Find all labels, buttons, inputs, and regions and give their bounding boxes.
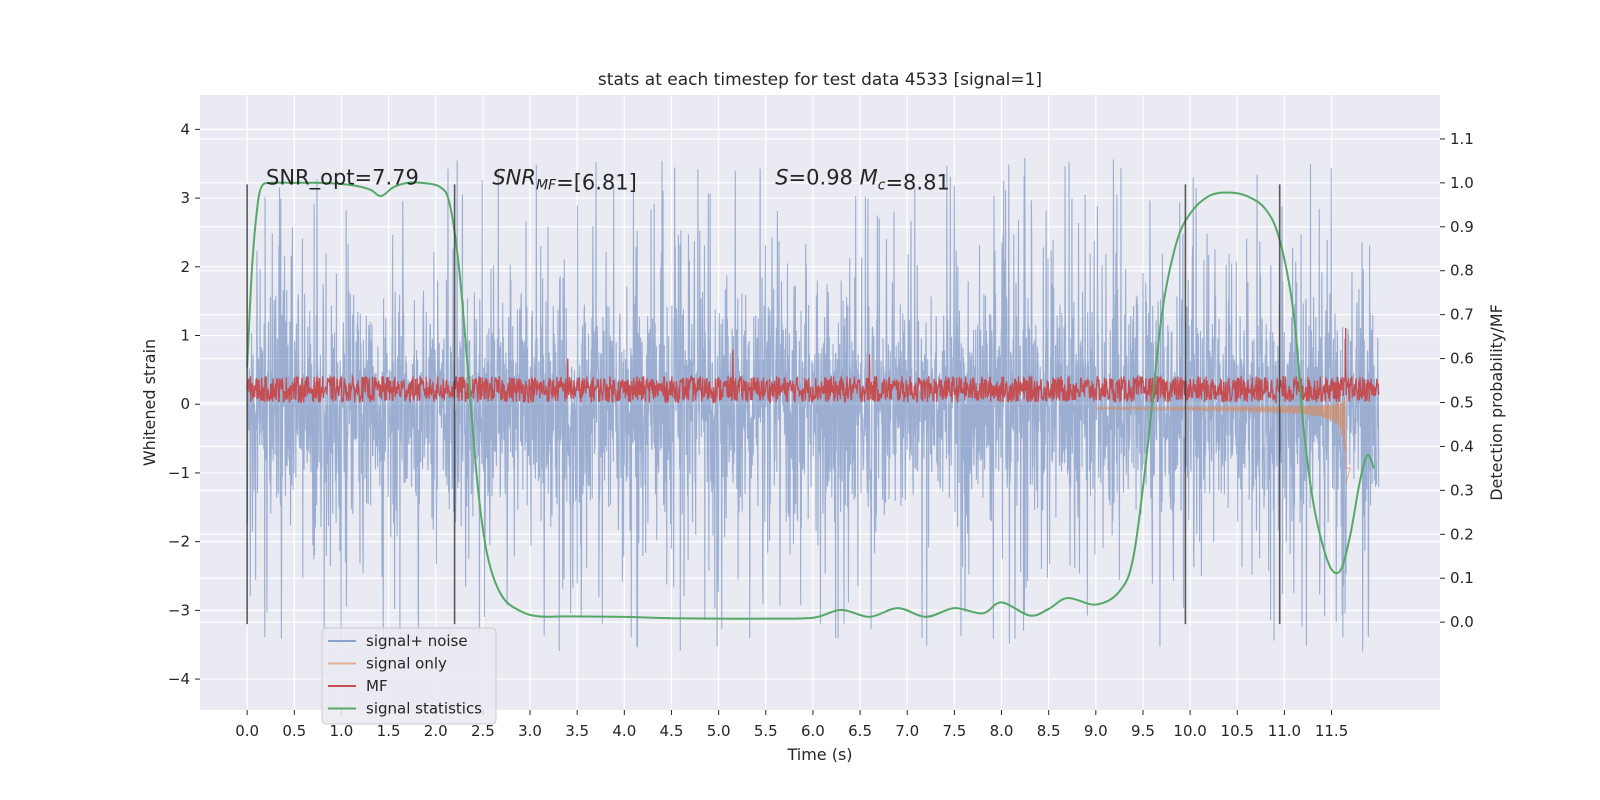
x-tick-label: 2.0 [424, 722, 448, 740]
y-tick-label: 1 [180, 327, 190, 345]
y2-tick-label: 0.6 [1450, 350, 1474, 368]
annotation-text: S=0.98 Mc=8.81 [775, 165, 950, 194]
legend: signal+ noise signal only MF signal statist… [321, 627, 497, 725]
y-tick-label: 3 [180, 189, 190, 207]
x-tick-label: 10.0 [1173, 722, 1206, 740]
y2-tick-label: 0.9 [1450, 218, 1474, 236]
y-tick-label: −3 [168, 601, 190, 619]
y2-tick-label: 0.0 [1450, 613, 1474, 631]
x-tick-label: 5.5 [754, 722, 778, 740]
legend-label: MF [366, 677, 388, 695]
legend-label: signal+ noise [366, 632, 468, 650]
x-tick-label: 11.0 [1268, 722, 1301, 740]
y2-tick-label: 1.1 [1450, 130, 1474, 148]
y2-tick-label: 0.1 [1450, 569, 1474, 587]
y2-tick-label: 0.3 [1450, 481, 1474, 499]
x-tick-label: 9.5 [1131, 722, 1155, 740]
x-tick-label: 9.0 [1084, 722, 1108, 740]
y2-tick-label: 0.5 [1450, 394, 1474, 412]
annotations: SNR_opt=7.79 SNRMF=[6.81] S=0.98 Mc=8.81 [266, 165, 950, 194]
x-tick-label: 7.5 [942, 722, 966, 740]
y-tick-label: −2 [168, 533, 190, 551]
axes: 0.0 0.5 1.0 1.5 2.0 2.5 3.0 3.5 4.0 4.5 5.0 5.5 6.0 6… [168, 120, 1474, 740]
y2-axis-label: Detection probability/MF [1487, 304, 1506, 501]
chart-title: stats at each timestep for test data 453… [598, 70, 1042, 90]
y2-tick-label: 0.7 [1450, 306, 1474, 324]
event-markers [246, 184, 1281, 625]
y-tick-label: −4 [168, 670, 190, 688]
y2-tick-label: 0.2 [1450, 525, 1474, 543]
x-tick-label: 11.5 [1315, 722, 1348, 740]
x-tick-label: 6.0 [801, 722, 825, 740]
legend-label: signal only [366, 655, 447, 673]
y2-tick-label: 1.0 [1450, 174, 1474, 192]
x-tick-label: 10.5 [1221, 722, 1254, 740]
annotation-text: SNRMF=[6.81] [492, 165, 637, 194]
x-tick-label: 4.5 [660, 722, 684, 740]
x-tick-label: 8.5 [1037, 722, 1061, 740]
x-tick-label: 2.5 [471, 722, 495, 740]
y2-tick-label: 0.8 [1450, 262, 1474, 280]
x-tick-label: 8.0 [990, 722, 1014, 740]
x-tick-label: 6.5 [848, 722, 872, 740]
series-signal-only-line [1095, 397, 1352, 484]
x-tick-label: 1.5 [377, 722, 401, 740]
x-tick-label: 5.0 [707, 722, 731, 740]
x-tick-label: 0.5 [282, 722, 306, 740]
annotation-text: SNR_opt=7.79 [266, 165, 419, 190]
y-tick-label: 4 [180, 120, 190, 138]
x-axis-label: Time (s) [786, 745, 852, 764]
series-signal-noise-line [246, 158, 1380, 652]
y-tick-label: 0 [180, 395, 190, 413]
x-tick-label: 3.5 [565, 722, 589, 740]
y-axis-label: Whitened strain [140, 339, 159, 466]
x-tick-label: 4.0 [612, 722, 636, 740]
x-tick-label: 0.0 [235, 722, 259, 740]
series-mf-line [246, 327, 1380, 405]
legend-label: signal statistics [366, 700, 482, 718]
series-signal-statistics-line [246, 181, 1375, 620]
data-series [246, 158, 1380, 652]
y-tick-label: −1 [168, 464, 190, 482]
x-tick-label: 3.0 [518, 722, 542, 740]
x-tick-label: 7.0 [895, 722, 919, 740]
y2-tick-label: 0.4 [1450, 437, 1474, 455]
y-tick-label: 2 [180, 258, 190, 276]
x-tick-label: 1.0 [330, 722, 354, 740]
legend-box [321, 627, 497, 725]
